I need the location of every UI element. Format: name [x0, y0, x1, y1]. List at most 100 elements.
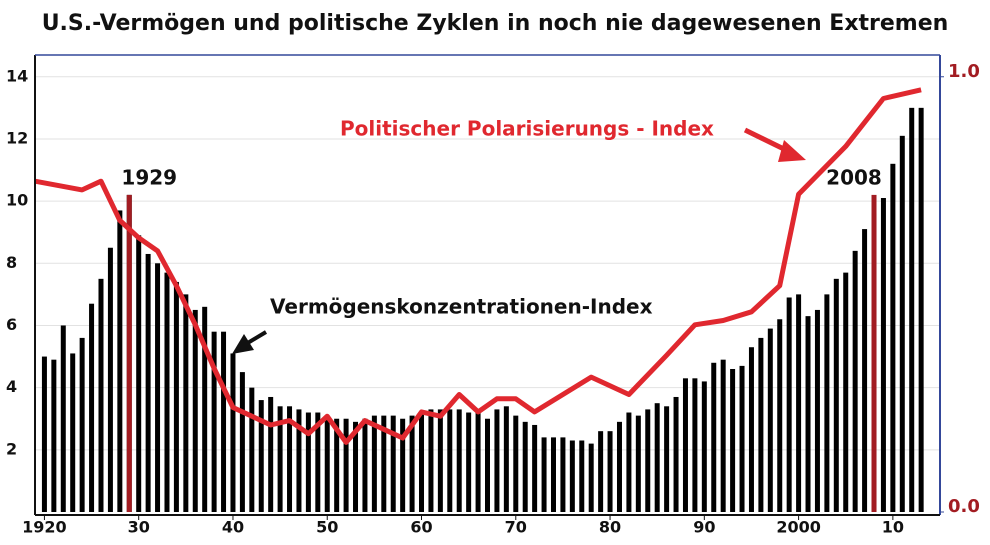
bar: [569, 440, 575, 512]
bar: [673, 396, 679, 512]
bar: [324, 415, 330, 512]
bar: [758, 337, 764, 512]
x-tick-label: 10: [882, 518, 904, 537]
bar: [230, 353, 236, 512]
bar: [353, 421, 359, 512]
bar: [98, 278, 104, 512]
bar: [277, 406, 283, 512]
arrow: [244, 330, 268, 346]
bar: [579, 440, 585, 512]
bar: [598, 431, 604, 512]
bar: [711, 362, 717, 512]
bar: [824, 294, 830, 512]
bar: [70, 353, 76, 512]
bar: [447, 409, 453, 512]
bar: [79, 337, 85, 512]
bar: [786, 297, 792, 512]
bar: [475, 409, 481, 512]
bar: [221, 331, 227, 512]
bar: [400, 418, 406, 512]
x-tick-label: 70: [505, 518, 527, 537]
bar: [183, 294, 189, 512]
bar: [89, 303, 95, 512]
bar: [192, 309, 198, 512]
bar: [918, 107, 924, 512]
bar: [814, 309, 820, 512]
bar: [833, 278, 839, 512]
bar: [249, 387, 255, 512]
bar: [107, 247, 113, 513]
arrow-head: [232, 334, 254, 354]
bar: [664, 406, 670, 512]
bar: [362, 418, 368, 512]
x-tick-label: 50: [316, 518, 338, 537]
bar: [513, 415, 519, 512]
bar: [607, 431, 613, 512]
x-tick-label: 1920: [22, 518, 67, 537]
bar: [777, 319, 783, 512]
arrow-head: [778, 140, 806, 162]
bar: [164, 272, 170, 512]
bar: [805, 316, 811, 512]
bar: [287, 406, 293, 512]
x-tick-label: 80: [599, 518, 621, 537]
bar: [616, 421, 622, 512]
bar: [890, 163, 896, 513]
bar: [117, 210, 123, 512]
bar: [880, 198, 886, 512]
bar: [343, 418, 349, 512]
bar: [428, 409, 434, 512]
bar: [409, 415, 415, 512]
bar: [390, 415, 396, 512]
bar: [202, 306, 208, 512]
bar: [155, 263, 161, 512]
bar: [522, 421, 528, 512]
bar: [315, 412, 321, 512]
bar: [456, 409, 462, 512]
marker-label: 2008: [826, 165, 882, 189]
y-tick-label: 4: [6, 377, 17, 396]
bar: [843, 272, 849, 512]
bar: [588, 443, 594, 512]
bar: [899, 135, 905, 512]
y-tick-label: 8: [6, 253, 17, 272]
bar: [437, 409, 443, 512]
annotation: Vermögenskonzentrationen-Index: [270, 295, 653, 319]
bar: [51, 359, 57, 512]
chart-title: U.S.-Vermögen und politische Zyklen in n…: [42, 11, 949, 36]
line: [34, 87, 922, 445]
bar: [334, 418, 340, 512]
bar: [748, 347, 754, 512]
marker-line: [126, 194, 132, 513]
y-tick-label: 14: [6, 66, 28, 85]
bar: [730, 368, 736, 512]
bar: [503, 406, 509, 512]
bar: [268, 396, 274, 512]
bar: [796, 294, 802, 512]
bar: [173, 281, 179, 512]
bar: [239, 372, 245, 512]
bar: [541, 437, 547, 512]
bar: [296, 409, 302, 512]
bar: [635, 415, 641, 512]
x-tick-label: 90: [693, 518, 715, 537]
x-tick-label: 30: [128, 518, 150, 537]
bar: [852, 250, 858, 512]
bar: [136, 235, 142, 512]
bar: [550, 437, 556, 512]
bar: [720, 359, 726, 512]
bars: [41, 107, 924, 513]
bar: [41, 356, 47, 512]
bar: [626, 412, 632, 512]
bar: [701, 381, 707, 512]
y-tick-label: 6: [6, 315, 17, 334]
bar: [419, 412, 425, 512]
bar: [485, 418, 490, 512]
y-tick-label: 2: [6, 439, 17, 458]
marker-line: [871, 194, 877, 513]
bar: [532, 424, 538, 512]
lines: [34, 87, 922, 445]
bar: [466, 412, 472, 512]
bar: [767, 328, 773, 512]
